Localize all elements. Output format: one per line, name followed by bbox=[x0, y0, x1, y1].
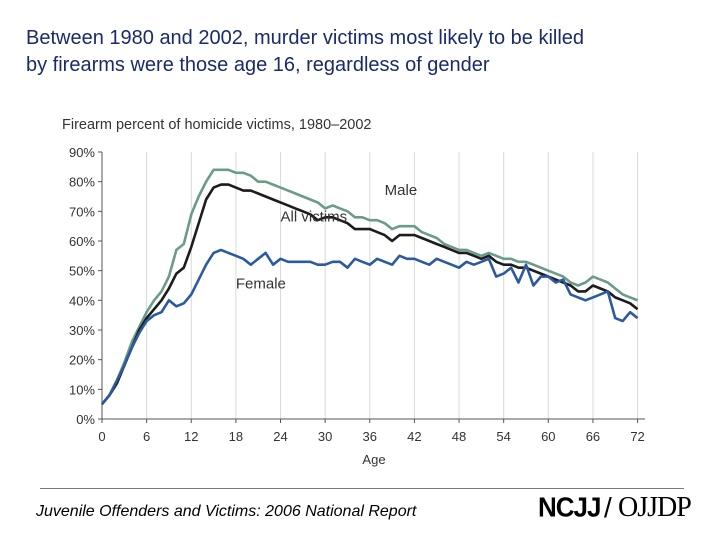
y-tick-label: 30% bbox=[69, 323, 95, 338]
x-tick-label: 30 bbox=[318, 429, 332, 444]
series-label-male: Male bbox=[385, 182, 418, 199]
slide-title-line-2: by firearms were those age 16, regardles… bbox=[26, 54, 490, 76]
chart-grid bbox=[146, 152, 639, 419]
y-tick-label: 0% bbox=[76, 412, 95, 427]
series-label-female: Female bbox=[236, 275, 286, 292]
y-tick-label: 80% bbox=[69, 175, 95, 190]
y-tick-label: 50% bbox=[69, 264, 95, 279]
x-tick-label: 6 bbox=[143, 429, 150, 444]
footer-divider bbox=[40, 488, 684, 489]
chart-axes bbox=[98, 151, 645, 423]
series-line-female bbox=[101, 248, 639, 406]
x-tick-label: 60 bbox=[541, 429, 555, 444]
x-tick-label: 36 bbox=[363, 429, 377, 444]
x-tick-label: 12 bbox=[184, 429, 198, 444]
y-tick-label: 60% bbox=[69, 234, 95, 249]
y-tick-label: 90% bbox=[69, 145, 95, 160]
firearm-homicide-line-chart: Firearm percent of homicide victims, 198… bbox=[62, 117, 645, 467]
x-tick-label: 0 bbox=[98, 429, 105, 444]
logo-separator: / bbox=[604, 492, 612, 523]
x-tick-label: 54 bbox=[496, 429, 510, 444]
chart-tick-labels: 0% 10% 20% 30% 40% 50% 60% 70% 80% 90% 0 6 12 18 24 30 3… bbox=[69, 145, 645, 444]
chart-series-labels: Male All victims Female bbox=[236, 182, 417, 292]
slide-title-line-1: Between 1980 and 2002, murder victims mo… bbox=[26, 27, 585, 49]
x-tick-label: 42 bbox=[407, 429, 421, 444]
series-line-male bbox=[101, 168, 639, 406]
x-tick-label: 48 bbox=[452, 429, 466, 444]
slide-title: Between 1980 and 2002, murder victims mo… bbox=[26, 25, 706, 79]
x-tick-label: 18 bbox=[229, 429, 243, 444]
ncjj-logo: NCJJ bbox=[538, 491, 601, 523]
chart-title: Firearm percent of homicide victims, 198… bbox=[62, 117, 371, 133]
x-tick-label: 72 bbox=[630, 429, 644, 444]
y-tick-label: 40% bbox=[69, 293, 95, 308]
x-axis-label: Age bbox=[362, 452, 385, 467]
y-tick-label: 20% bbox=[69, 353, 95, 368]
chart-series bbox=[101, 168, 639, 406]
footer-report-title: Juvenile Offenders and Victims: 2006 Nat… bbox=[36, 503, 417, 520]
y-tick-label: 10% bbox=[69, 382, 95, 397]
x-tick-label: 66 bbox=[586, 429, 600, 444]
y-tick-label: 70% bbox=[69, 204, 95, 219]
x-tick-label: 24 bbox=[273, 429, 287, 444]
series-label-all-victims: All victims bbox=[281, 209, 348, 226]
ojjdp-logo: OJJDP bbox=[618, 492, 692, 523]
